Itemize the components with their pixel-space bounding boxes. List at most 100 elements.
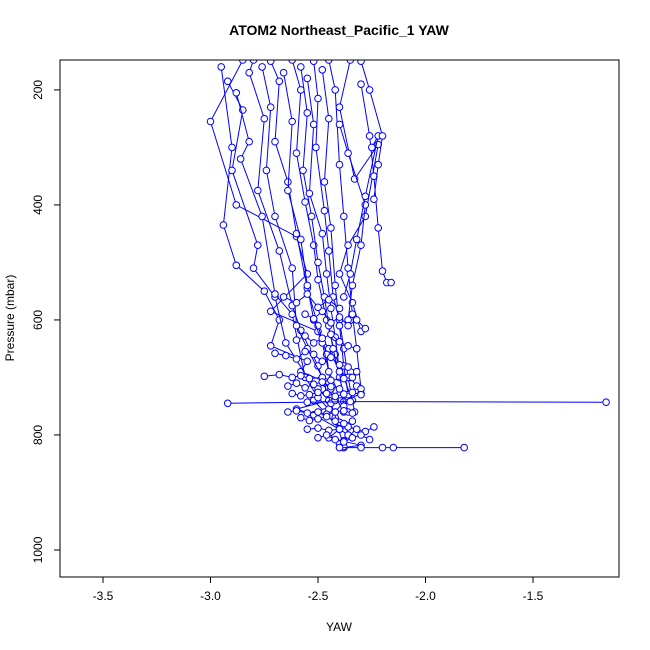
data-point [335, 103, 344, 111]
data-point [284, 408, 292, 416]
y-axis-label: Pressure (mbar) [3, 275, 17, 362]
data-point [266, 342, 275, 350]
data-point [309, 339, 318, 347]
data-point [374, 160, 383, 169]
data-point [314, 424, 322, 432]
data-point [348, 388, 357, 397]
data-point [297, 63, 305, 71]
data-point [260, 372, 269, 381]
data-point [361, 212, 370, 221]
data-point [232, 89, 241, 97]
data-point [346, 397, 355, 406]
data-point [344, 321, 352, 330]
data-point [365, 435, 374, 444]
data-point [335, 304, 344, 313]
data-point [299, 166, 307, 175]
data-point [335, 120, 344, 129]
data-point [348, 434, 357, 442]
data-point [292, 298, 301, 307]
x-tick-label: -1.5 [523, 589, 544, 603]
series-line [321, 69, 349, 395]
data-point [344, 149, 352, 157]
data-point [303, 281, 312, 290]
data-point [288, 373, 297, 382]
data-point [206, 117, 215, 126]
data-point [340, 407, 348, 415]
data-point [352, 367, 361, 376]
y-tick-label: 600 [31, 310, 45, 330]
data-point [260, 287, 269, 296]
data-point [266, 103, 275, 111]
data-point [340, 374, 348, 383]
data-point [318, 334, 327, 343]
y-axis: 200 400 600 800 1000 [31, 80, 60, 563]
data-point [301, 198, 309, 206]
data-point [344, 342, 352, 350]
data-point [374, 224, 383, 232]
data-point [284, 186, 292, 195]
data-point [305, 416, 314, 425]
data-point [303, 425, 312, 434]
data-point [340, 438, 348, 446]
data-point [309, 380, 318, 389]
data-point [292, 149, 301, 157]
data-point [327, 353, 335, 362]
data-point [348, 281, 357, 290]
data-point [258, 212, 266, 221]
data-point [357, 443, 365, 452]
data-point [389, 443, 398, 452]
chart-title: ATOM2 Northeast_Pacific_1 YAW [229, 22, 449, 38]
data-point [223, 77, 232, 86]
data-point [292, 379, 301, 388]
data-point [303, 74, 312, 83]
y-tick-label: 1000 [31, 536, 45, 563]
data-point [344, 241, 352, 249]
data-point [266, 307, 275, 316]
data-point [335, 160, 344, 169]
series-line [227, 401, 607, 404]
data-point [327, 224, 335, 232]
data-point [284, 382, 292, 390]
data-point [352, 425, 361, 434]
data-point [357, 390, 365, 399]
data-point [325, 247, 333, 255]
data-point [370, 423, 378, 431]
data-point [271, 212, 279, 221]
data-point [331, 435, 340, 444]
data-point [331, 86, 340, 94]
data-point [279, 293, 288, 301]
data-point [314, 258, 322, 267]
data-point [258, 63, 266, 71]
data-point [275, 247, 284, 255]
data-point [292, 355, 301, 363]
data-point [271, 290, 279, 298]
y-tick-label: 800 [31, 425, 45, 445]
data-point [309, 60, 318, 65]
data-point [301, 332, 309, 340]
data-point [378, 443, 387, 452]
series-line [274, 351, 357, 373]
data-point [318, 378, 327, 386]
plot-area [206, 60, 610, 452]
data-point [236, 155, 245, 163]
data-point [370, 195, 378, 203]
data-point [314, 388, 322, 397]
data-point [340, 212, 348, 221]
data-point [297, 86, 305, 94]
data-point [331, 281, 340, 290]
data-point [232, 201, 241, 209]
data-point [297, 371, 305, 380]
data-point [335, 361, 344, 369]
data-point [301, 347, 309, 356]
data-point [297, 235, 305, 244]
data-point [303, 290, 312, 298]
x-tick-label: -3.0 [200, 589, 221, 603]
data-point [352, 316, 361, 324]
data-point [253, 186, 262, 195]
data-point [303, 409, 312, 417]
data-point [327, 330, 335, 339]
data-point [245, 137, 253, 146]
data-point [292, 336, 301, 344]
data-point [335, 425, 344, 434]
